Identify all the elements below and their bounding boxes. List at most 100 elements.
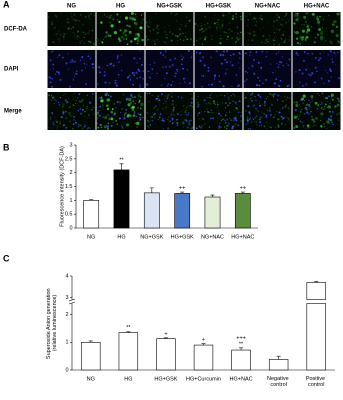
nucleus <box>84 67 87 69</box>
green-signal <box>88 40 91 43</box>
green-signal <box>252 35 254 37</box>
nucleus <box>287 97 289 99</box>
nucleus <box>301 121 303 123</box>
green-signal <box>97 107 99 109</box>
green-signal <box>139 107 142 110</box>
nucleus <box>237 124 240 127</box>
nucleus <box>114 82 117 85</box>
green-signal <box>166 106 168 108</box>
nucleus <box>200 74 203 76</box>
green-signal <box>180 110 183 113</box>
panel-label: A <box>3 0 10 9</box>
nucleus <box>107 125 110 127</box>
nucleus <box>147 70 150 73</box>
green-signal <box>59 122 62 125</box>
nucleus <box>261 50 264 53</box>
nucleus <box>238 57 241 60</box>
green-signal <box>214 15 216 16</box>
nucleus <box>315 56 317 59</box>
nucleus <box>248 118 250 120</box>
nucleus <box>172 80 174 83</box>
nucleus <box>218 125 221 128</box>
green-signal <box>228 104 231 107</box>
green-signal <box>265 121 268 123</box>
green-signal <box>116 123 118 125</box>
green-signal <box>262 34 265 38</box>
green-signal <box>306 23 309 26</box>
nucleus <box>312 118 315 121</box>
nucleus <box>188 120 191 122</box>
green-signal <box>73 13 76 16</box>
green-signal <box>185 109 187 112</box>
nucleus <box>331 61 334 63</box>
green-signal <box>107 14 109 16</box>
green-signal <box>240 31 242 34</box>
nucleus <box>210 83 213 86</box>
nucleus <box>133 74 136 76</box>
green-signal <box>293 22 296 25</box>
green-signal <box>335 34 339 38</box>
error-bar <box>119 163 124 170</box>
green-signal <box>130 40 133 43</box>
green-signal <box>215 26 219 29</box>
x-tick-label: NG <box>87 376 95 382</box>
green-signal <box>276 28 278 30</box>
green-signal <box>282 31 285 33</box>
green-signal <box>253 31 255 33</box>
green-signal <box>87 32 90 35</box>
nucleus <box>317 92 319 95</box>
green-signal <box>153 107 155 109</box>
green-signal <box>149 30 152 33</box>
nucleus <box>282 117 285 120</box>
green-signal <box>81 99 84 101</box>
nucleus <box>171 100 174 102</box>
nucleus <box>86 94 88 96</box>
green-signal <box>172 109 175 113</box>
green-signal <box>166 33 168 36</box>
green-signal <box>276 13 279 16</box>
nucleus <box>245 78 248 81</box>
nucleus <box>125 108 128 111</box>
nucleus <box>58 73 60 75</box>
green-signal <box>66 18 69 21</box>
nucleus <box>238 111 240 114</box>
nucleus <box>278 61 281 63</box>
green-signal <box>255 35 257 37</box>
green-signal <box>125 105 126 107</box>
nucleus <box>71 59 73 61</box>
nucleus <box>328 105 330 107</box>
green-signal <box>225 127 228 130</box>
micrograph <box>47 92 96 130</box>
nucleus <box>207 66 210 69</box>
green-signal <box>69 120 72 123</box>
green-signal <box>265 97 267 100</box>
green-signal <box>282 100 284 103</box>
nucleus <box>252 118 255 121</box>
nucleus <box>56 126 59 128</box>
green-signal <box>247 39 249 41</box>
nucleus <box>245 123 247 125</box>
nucleus <box>133 72 135 74</box>
y-tick-label: 2 <box>65 312 68 318</box>
green-signal <box>287 118 289 120</box>
micrograph <box>243 12 292 46</box>
nucleus <box>224 107 227 109</box>
green-signal <box>254 117 257 120</box>
green-signal <box>125 38 128 40</box>
nucleus <box>67 53 69 55</box>
green-signal <box>125 24 128 27</box>
nucleus <box>282 64 284 67</box>
nucleus <box>167 118 169 121</box>
nucleus <box>72 78 75 80</box>
green-signal <box>65 117 68 120</box>
green-signal <box>191 97 193 100</box>
green-signal <box>125 123 130 127</box>
nucleus <box>229 61 232 63</box>
nucleus <box>98 71 101 74</box>
green-signal <box>140 22 142 24</box>
nucleus <box>310 110 312 113</box>
nucleus <box>239 67 241 69</box>
nucleus <box>170 92 173 94</box>
green-signal <box>118 39 122 43</box>
nucleus <box>166 72 168 75</box>
